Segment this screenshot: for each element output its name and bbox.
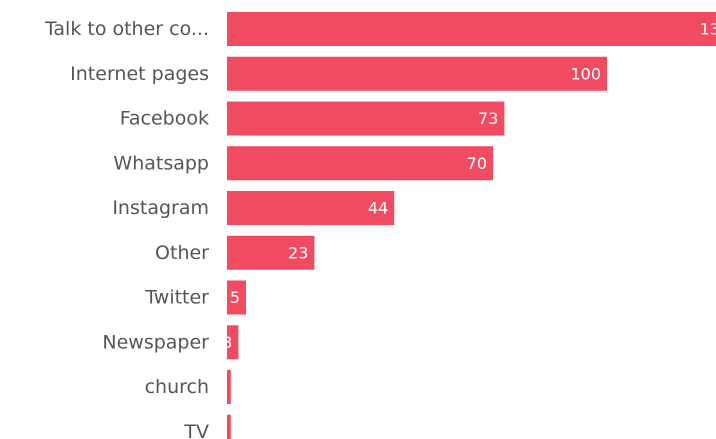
bar [227,191,395,225]
value-label: 100 [570,64,601,83]
category-label: Other [155,242,209,264]
bar [227,12,716,46]
category-label: Newspaper [102,331,209,353]
bar [227,146,493,181]
bar [227,101,505,136]
category-label: Talk to other co... [44,18,209,40]
bar [227,235,315,270]
category-label: Whatsapp [113,152,209,174]
value-label: 44 [368,199,388,218]
value-label: 134 [700,20,716,39]
bar [227,280,246,315]
category-label: Instagram [112,197,209,219]
bars [227,12,716,439]
category-label: Internet pages [70,63,209,85]
value-label: 5 [230,288,240,307]
category-label: Facebook [120,108,209,130]
category-label: TV [183,421,209,439]
value-label: 3 [222,333,232,352]
bar [227,325,239,360]
category-labels: Talk to other co... Internet pages Faceboo… [44,18,209,439]
value-label: 70 [467,154,487,173]
value-labels: 134 100 73 70 44 23 5 3 [222,20,716,352]
category-label: Twitter [144,287,209,309]
value-label: 73 [478,109,498,128]
bar [227,414,231,439]
bar [227,56,607,91]
value-label: 23 [288,243,308,262]
category-label: church [145,376,209,398]
bar [227,370,231,404]
